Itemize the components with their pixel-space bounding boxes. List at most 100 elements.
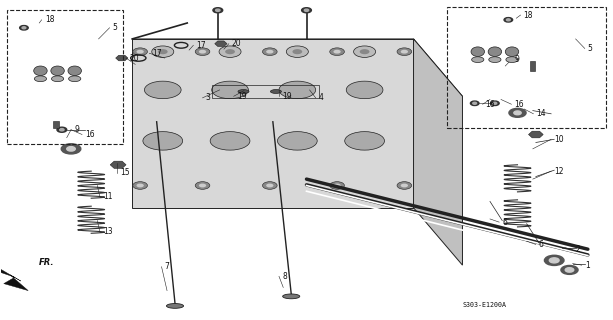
Ellipse shape <box>68 66 82 76</box>
Circle shape <box>360 49 370 54</box>
Text: 16: 16 <box>85 130 95 139</box>
Circle shape <box>219 46 241 57</box>
Ellipse shape <box>506 57 518 62</box>
Ellipse shape <box>211 81 248 99</box>
Circle shape <box>137 184 144 188</box>
Circle shape <box>401 50 408 53</box>
Bar <box>211 85 319 98</box>
Circle shape <box>549 258 559 263</box>
Circle shape <box>195 48 210 55</box>
Text: 14: 14 <box>536 109 546 118</box>
Text: 16: 16 <box>485 100 495 109</box>
Circle shape <box>266 50 273 53</box>
Ellipse shape <box>270 90 281 93</box>
Circle shape <box>216 9 220 12</box>
Text: 3: 3 <box>205 93 210 102</box>
Circle shape <box>509 108 526 117</box>
Polygon shape <box>116 55 128 61</box>
Circle shape <box>286 46 308 57</box>
Polygon shape <box>132 39 414 208</box>
Circle shape <box>199 50 206 53</box>
Ellipse shape <box>489 57 501 62</box>
Text: 6: 6 <box>539 240 544 249</box>
Circle shape <box>473 102 477 104</box>
Text: 18: 18 <box>45 15 54 24</box>
Text: 18: 18 <box>524 11 533 20</box>
Text: 9: 9 <box>74 125 79 134</box>
Circle shape <box>59 129 64 131</box>
Polygon shape <box>110 161 126 168</box>
Circle shape <box>158 49 168 54</box>
Polygon shape <box>132 39 462 96</box>
Ellipse shape <box>34 66 47 76</box>
Circle shape <box>262 48 277 55</box>
Ellipse shape <box>51 76 64 82</box>
Text: 20: 20 <box>129 53 139 62</box>
Circle shape <box>133 48 148 55</box>
Circle shape <box>22 27 26 29</box>
Ellipse shape <box>69 76 81 82</box>
Ellipse shape <box>278 132 317 150</box>
Ellipse shape <box>34 76 47 82</box>
Circle shape <box>333 50 341 53</box>
Ellipse shape <box>345 132 384 150</box>
Text: 1: 1 <box>585 261 590 270</box>
Circle shape <box>137 50 144 53</box>
Text: 13: 13 <box>103 227 112 236</box>
Polygon shape <box>215 41 227 46</box>
Text: 10: 10 <box>554 135 564 144</box>
Ellipse shape <box>283 294 300 299</box>
Text: 5: 5 <box>113 23 118 32</box>
Text: 12: 12 <box>554 167 564 176</box>
Polygon shape <box>528 131 543 138</box>
Text: 15: 15 <box>120 168 129 177</box>
Circle shape <box>266 184 273 188</box>
Text: S303-E1200A: S303-E1200A <box>462 302 506 308</box>
Bar <box>447 7 606 128</box>
Ellipse shape <box>238 90 249 93</box>
Circle shape <box>61 144 81 154</box>
Ellipse shape <box>346 81 383 99</box>
Ellipse shape <box>505 47 519 56</box>
Ellipse shape <box>471 57 484 62</box>
Circle shape <box>397 182 412 189</box>
Circle shape <box>561 266 578 274</box>
Text: 16: 16 <box>514 100 524 109</box>
Circle shape <box>565 268 574 272</box>
Ellipse shape <box>471 47 484 56</box>
Ellipse shape <box>145 81 181 99</box>
Ellipse shape <box>210 132 250 150</box>
Circle shape <box>330 182 345 189</box>
Polygon shape <box>0 267 28 291</box>
Circle shape <box>292 49 302 54</box>
Text: 5: 5 <box>588 44 593 53</box>
Circle shape <box>20 26 28 30</box>
Circle shape <box>354 46 376 57</box>
Circle shape <box>262 182 277 189</box>
Circle shape <box>504 18 512 22</box>
Circle shape <box>304 9 309 12</box>
Text: 19: 19 <box>282 92 292 101</box>
Circle shape <box>493 102 497 104</box>
Text: 19: 19 <box>237 92 246 101</box>
Circle shape <box>506 19 510 21</box>
Circle shape <box>470 101 479 106</box>
Circle shape <box>57 127 67 132</box>
Text: 4: 4 <box>319 93 324 102</box>
Ellipse shape <box>279 81 316 99</box>
Text: 17: 17 <box>153 49 162 58</box>
Circle shape <box>199 184 206 188</box>
Circle shape <box>490 101 499 106</box>
Bar <box>530 61 535 71</box>
Text: 7: 7 <box>165 262 169 271</box>
Circle shape <box>225 49 235 54</box>
Text: 17: 17 <box>196 41 206 50</box>
Polygon shape <box>414 39 462 265</box>
Text: 9: 9 <box>514 55 519 64</box>
Circle shape <box>544 255 564 266</box>
Circle shape <box>330 48 345 55</box>
Circle shape <box>213 8 223 13</box>
Text: 11: 11 <box>103 192 112 201</box>
Circle shape <box>195 182 210 189</box>
Circle shape <box>67 147 75 151</box>
